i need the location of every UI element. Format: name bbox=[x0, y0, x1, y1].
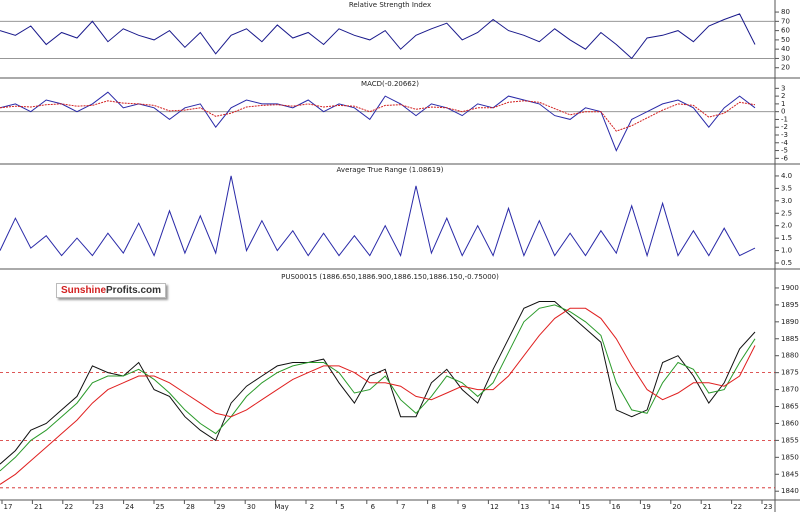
y-tick-label: 1895 bbox=[781, 301, 799, 309]
x-tick-label: 13 bbox=[520, 503, 529, 511]
y-tick-label: -2 bbox=[781, 123, 788, 131]
x-tick-label: 7 bbox=[401, 503, 405, 511]
y-tick-label: 1860 bbox=[781, 419, 799, 427]
y-tick-label: 0 bbox=[781, 108, 785, 116]
x-tick-label: 8 bbox=[431, 503, 435, 511]
y-tick-label: 1865 bbox=[781, 403, 799, 411]
data-line bbox=[0, 301, 756, 465]
x-tick-label: 30 bbox=[247, 503, 256, 511]
y-tick-label: -4 bbox=[781, 139, 789, 147]
y-tick-label: 1900 bbox=[781, 284, 799, 292]
x-tick-label: 22 bbox=[733, 503, 742, 511]
y-tick-label: -1 bbox=[781, 115, 788, 123]
y-tick-label: 2.5 bbox=[781, 209, 792, 217]
y-tick-label: 1880 bbox=[781, 352, 799, 360]
panel-title: Average True Range (1.08619) bbox=[337, 166, 444, 174]
x-tick-label: 29 bbox=[216, 503, 225, 511]
y-tick-label: 50 bbox=[781, 36, 790, 44]
x-tick-label: 15 bbox=[581, 503, 590, 511]
y-tick-label: 1840 bbox=[781, 487, 799, 495]
y-tick-label: 1890 bbox=[781, 318, 799, 326]
y-tick-label: 30 bbox=[781, 54, 790, 62]
y-tick-label: 2 bbox=[781, 92, 785, 100]
y-tick-label: 3 bbox=[781, 84, 785, 92]
y-tick-label: 4.0 bbox=[781, 172, 792, 180]
logo-suffix: Profits.com bbox=[106, 285, 162, 296]
x-tick-label: 25 bbox=[156, 503, 165, 511]
y-tick-label: 20 bbox=[781, 64, 790, 72]
x-tick-label: 24 bbox=[125, 503, 134, 511]
x-tick-label: 21 bbox=[34, 503, 43, 511]
y-tick-label: 3.0 bbox=[781, 197, 792, 205]
x-tick-label: 23 bbox=[95, 503, 104, 511]
y-tick-label: 0.5 bbox=[781, 259, 792, 267]
y-tick-label: 1870 bbox=[781, 386, 799, 394]
y-tick-label: 1845 bbox=[781, 470, 799, 478]
x-tick-label: 5 bbox=[340, 503, 344, 511]
data-line bbox=[0, 13, 756, 60]
data-line bbox=[0, 91, 756, 152]
logo: SunshineProfits.com bbox=[56, 283, 167, 298]
x-tick-label: 9 bbox=[462, 503, 466, 511]
data-line bbox=[0, 175, 756, 258]
x-tick-label: 21 bbox=[703, 503, 712, 511]
x-tick-label: 16 bbox=[612, 503, 621, 511]
x-tick-label: 17 bbox=[4, 503, 13, 511]
y-tick-label: 1.0 bbox=[781, 247, 792, 255]
y-tick-label: -5 bbox=[781, 147, 788, 155]
y-tick-label: 1875 bbox=[781, 369, 799, 377]
panel-title: PUS00015 (1886.650,1886.900,1886.150,188… bbox=[281, 273, 499, 281]
y-tick-label: -3 bbox=[781, 131, 788, 139]
y-tick-label: 1855 bbox=[781, 436, 799, 444]
y-tick-label: 3.5 bbox=[781, 184, 792, 192]
panel-title: MACD(-0.20662) bbox=[361, 80, 419, 88]
x-tick-label: 6 bbox=[371, 503, 376, 511]
logo-brand: Sunshine bbox=[61, 285, 107, 296]
y-tick-label: 2.0 bbox=[781, 222, 792, 230]
x-tick-label: 28 bbox=[186, 503, 195, 511]
y-tick-label: 40 bbox=[781, 45, 790, 53]
x-tick-label: 2 bbox=[310, 503, 314, 511]
y-tick-label: 1850 bbox=[781, 453, 799, 461]
x-tick-label: May bbox=[274, 503, 288, 511]
x-tick-label: 22 bbox=[64, 503, 73, 511]
y-tick-label: 1.5 bbox=[781, 234, 792, 242]
y-tick-label: 60 bbox=[781, 27, 790, 35]
x-tick-label: 23 bbox=[764, 503, 773, 511]
data-line bbox=[0, 307, 756, 485]
y-tick-label: 1885 bbox=[781, 335, 799, 343]
data-line bbox=[0, 100, 756, 132]
y-tick-label: 1 bbox=[781, 100, 785, 108]
x-tick-label: 19 bbox=[642, 503, 651, 511]
y-tick-label: 80 bbox=[781, 8, 790, 16]
x-tick-label: 12 bbox=[490, 503, 499, 511]
x-tick-label: 14 bbox=[551, 503, 560, 511]
x-tick-label: 20 bbox=[672, 503, 681, 511]
panel-title: Relative Strength Index bbox=[349, 1, 431, 9]
y-tick-label: -6 bbox=[781, 154, 789, 162]
y-tick-label: 70 bbox=[781, 17, 790, 25]
